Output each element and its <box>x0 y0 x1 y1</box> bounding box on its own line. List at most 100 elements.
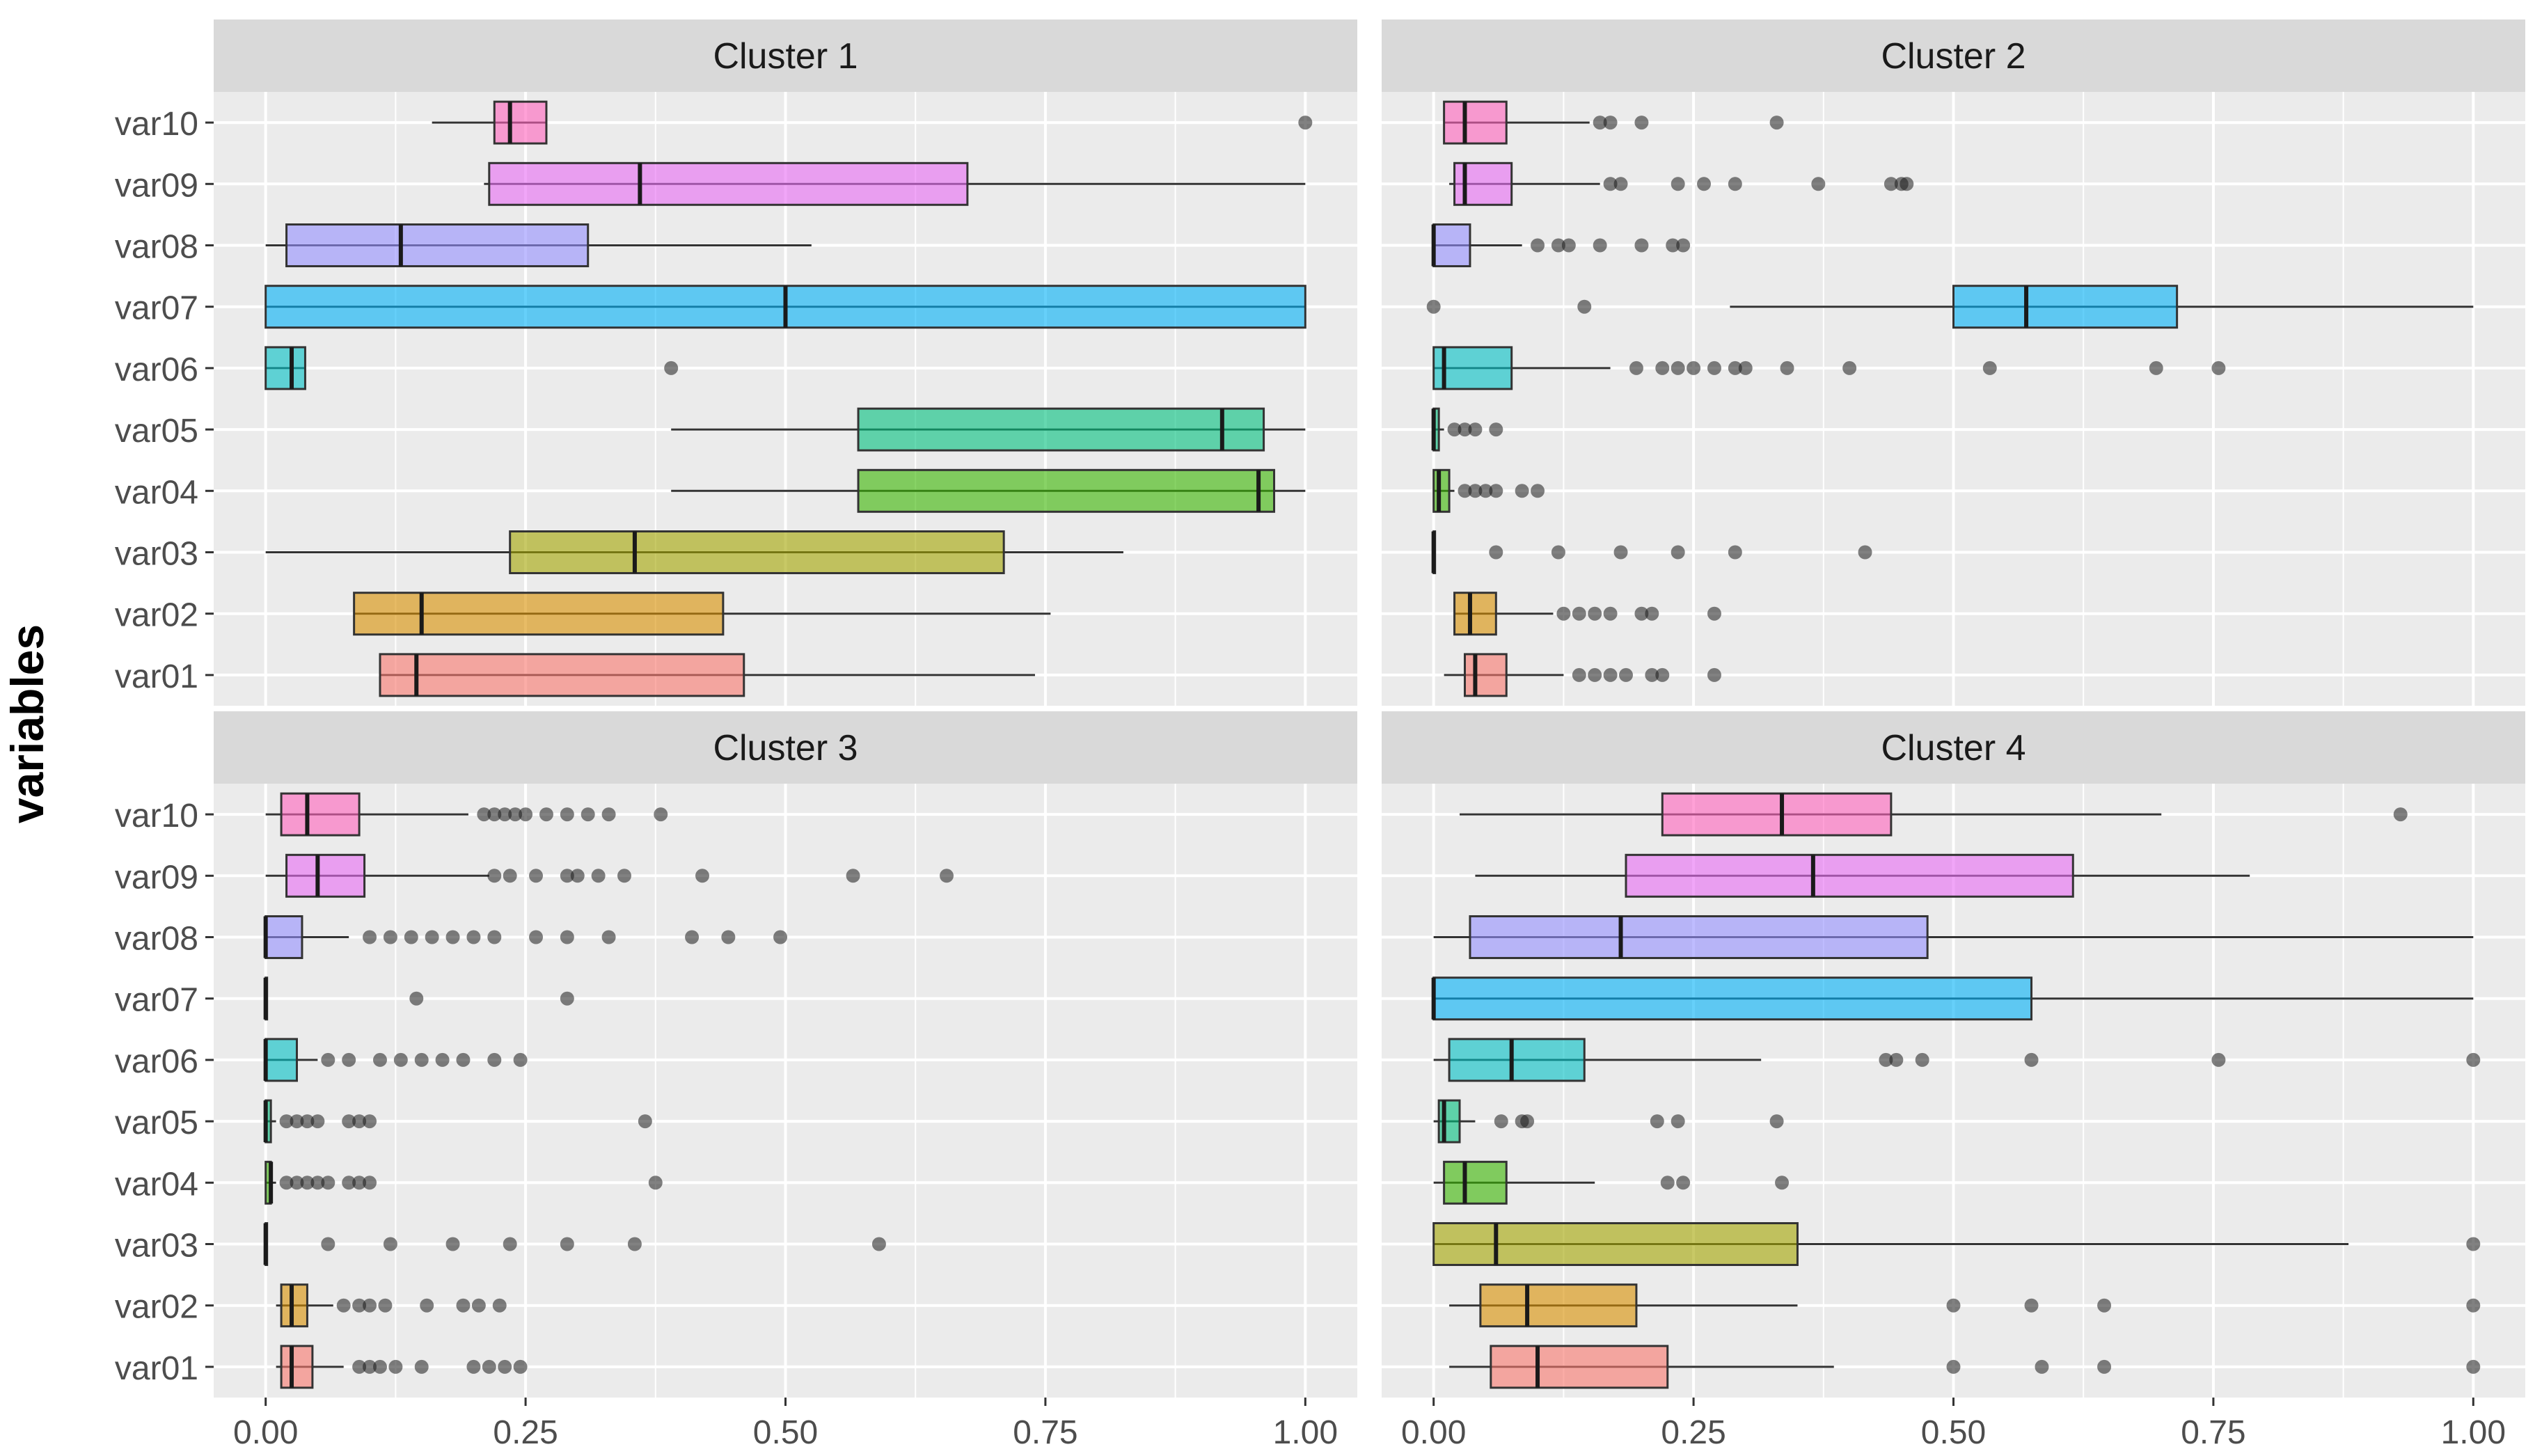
outlier-point <box>519 807 533 822</box>
box <box>285 853 366 898</box>
outlier-point <box>1676 238 1691 253</box>
outlier-point <box>1572 606 1586 621</box>
outlier-point <box>363 1114 377 1129</box>
box <box>1432 976 2033 1021</box>
y-axis-title: variables <box>1 624 53 823</box>
outlier-point <box>404 930 418 944</box>
outlier-point <box>1707 667 1721 682</box>
box <box>1661 792 1893 837</box>
outlier-point <box>1728 177 1742 191</box>
outlier-point <box>409 991 424 1006</box>
outlier-point <box>617 869 631 883</box>
outlier-point <box>414 1359 429 1374</box>
outlier-point <box>1593 238 1607 253</box>
outlier-point <box>1613 545 1628 560</box>
y-tick-label: var03 <box>115 1228 198 1265</box>
outlier-point <box>383 1237 397 1251</box>
outlier-point <box>1619 667 1634 682</box>
outlier-point <box>342 1114 356 1129</box>
box <box>1625 853 2074 898</box>
outlier-point <box>1468 484 1483 498</box>
panel-title: Cluster 1 <box>713 36 858 77</box>
outlier-point <box>372 1359 387 1374</box>
outlier-point <box>498 807 512 822</box>
x-tick-label: 0.25 <box>1661 1414 1725 1451</box>
outlier-point <box>2466 1237 2481 1251</box>
outlier-point <box>1775 1176 1790 1190</box>
x-tick-label: 0.50 <box>1921 1414 1986 1451</box>
outlier-point <box>871 1237 886 1251</box>
outlier-point <box>1842 361 1857 375</box>
panel-strip <box>214 711 1357 784</box>
outlier-point <box>1769 1114 1784 1129</box>
outlier-point <box>445 930 460 944</box>
box <box>280 792 361 837</box>
outlier-point <box>503 1237 517 1251</box>
y-tick-label: var07 <box>115 290 198 327</box>
outlier-point <box>1884 177 1898 191</box>
outlier-point <box>1707 361 1721 375</box>
box <box>488 161 969 206</box>
outlier-point <box>1577 299 1592 314</box>
outlier-point <box>1728 361 1742 375</box>
outlier-point <box>487 869 502 883</box>
outlier-point <box>1858 545 1872 560</box>
outlier-point <box>445 1237 460 1251</box>
outlier-point <box>1660 1176 1675 1190</box>
outlier-point <box>342 1176 356 1190</box>
box <box>857 407 1265 452</box>
outlier-point <box>773 930 788 944</box>
box <box>285 223 590 267</box>
y-tick-label: var01 <box>115 1350 198 1387</box>
x-tick-label: 1.00 <box>2441 1414 2506 1451</box>
outlier-point <box>529 930 544 944</box>
panel-strip <box>1382 711 2525 784</box>
box <box>857 468 1276 513</box>
outlier-point <box>487 1052 502 1067</box>
box <box>1952 285 2179 329</box>
outlier-point <box>1982 361 1997 375</box>
x-tick-label: 0.00 <box>1401 1414 1466 1451</box>
outlier-point <box>1879 1052 1893 1067</box>
outlier-point <box>482 1359 496 1374</box>
box <box>1469 915 1929 959</box>
outlier-point <box>466 930 481 944</box>
outlier-point <box>1946 1298 1961 1313</box>
y-tick-label: var10 <box>115 798 198 834</box>
outlier-point <box>2466 1359 2481 1374</box>
outlier-point <box>290 1176 304 1190</box>
outlier-point <box>372 1052 387 1067</box>
y-tick-label: var08 <box>115 921 198 958</box>
panel-title: Cluster 4 <box>1881 728 2025 768</box>
outlier-point <box>591 869 606 883</box>
outlier-point <box>1572 667 1586 682</box>
y-tick-label: var06 <box>115 351 198 388</box>
outlier-point <box>664 361 679 375</box>
outlier-point <box>601 930 616 944</box>
y-tick-label: var04 <box>115 474 198 511</box>
outlier-point <box>638 1114 652 1129</box>
outlier-point <box>1634 606 1649 621</box>
outlier-point <box>363 930 377 944</box>
panel-title: Cluster 2 <box>1881 36 2025 77</box>
outlier-point <box>352 1114 367 1129</box>
box <box>493 100 548 145</box>
outlier-point <box>685 930 700 944</box>
outlier-point <box>2211 361 2226 375</box>
outlier-point <box>560 869 574 883</box>
outlier-point <box>393 1052 408 1067</box>
y-tick-label: var03 <box>115 536 198 573</box>
outlier-point <box>1520 1114 1535 1129</box>
outlier-point <box>321 1052 335 1067</box>
outlier-point <box>414 1052 429 1067</box>
outlier-point <box>290 1114 304 1129</box>
outlier-point <box>2466 1052 2481 1067</box>
outlier-point <box>492 1298 507 1313</box>
outlier-point <box>2024 1298 2039 1313</box>
outlier-point <box>503 869 517 883</box>
outlier-point <box>1603 606 1618 621</box>
outlier-point <box>508 807 523 822</box>
outlier-point <box>1458 484 1472 498</box>
outlier-point <box>383 930 397 944</box>
